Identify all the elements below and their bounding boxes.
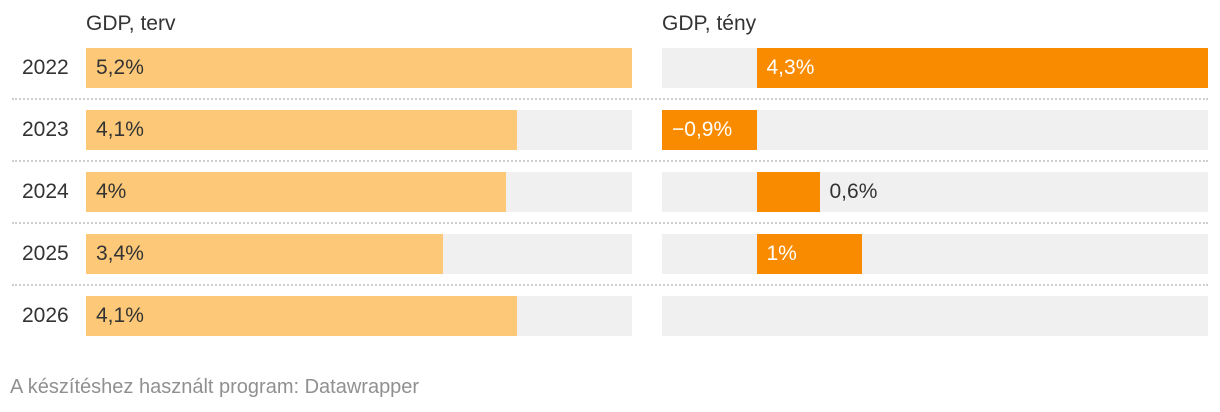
year-label: 2023 xyxy=(22,118,69,141)
teny-value-label: 1% xyxy=(766,242,797,265)
right-panel-title: GDP, tény xyxy=(662,12,757,35)
year-label: 2025 xyxy=(22,242,69,265)
terv-bar xyxy=(86,172,506,212)
teny-bar xyxy=(756,48,1208,88)
row-separator xyxy=(12,284,1208,286)
terv-value-label: 4% xyxy=(96,180,127,203)
teny-track xyxy=(662,296,1208,336)
terv-value-label: 4,1% xyxy=(96,118,144,141)
teny-bar xyxy=(756,234,862,274)
terv-bar xyxy=(86,110,517,150)
teny-value-label: −0,9% xyxy=(672,118,733,141)
year-label: 2024 xyxy=(22,180,69,203)
teny-track xyxy=(662,234,1208,274)
teny-track xyxy=(662,172,1208,212)
teny-value-label: 4,3% xyxy=(766,56,815,79)
footer-credit: A készítéshez használt program: Datawrap… xyxy=(10,376,420,398)
teny-bar xyxy=(662,110,757,150)
teny-value-label: 0,6% xyxy=(829,180,878,203)
year-label: 2022 xyxy=(22,56,69,79)
terv-bar xyxy=(86,48,632,88)
left-panel-title: GDP, terv xyxy=(86,12,176,35)
terv-bar xyxy=(86,296,517,336)
terv-bar xyxy=(86,234,443,274)
row-separator xyxy=(12,98,1208,100)
row-separator xyxy=(12,160,1208,162)
year-label: 2026 xyxy=(22,304,69,327)
terv-value-label: 4,1% xyxy=(96,304,144,327)
teny-bar xyxy=(756,172,820,212)
terv-value-label: 3,4% xyxy=(96,242,144,265)
row-separator xyxy=(12,222,1208,224)
terv-value-label: 5,2% xyxy=(96,56,144,79)
